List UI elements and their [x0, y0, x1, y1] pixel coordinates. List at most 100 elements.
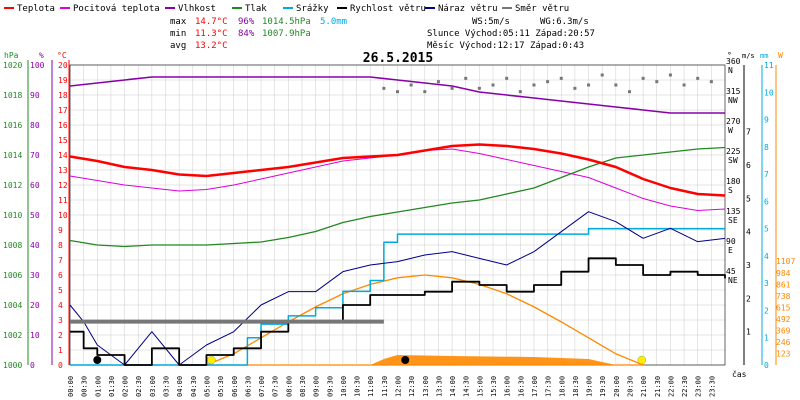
- legend-label: Směr větru: [515, 4, 569, 14]
- wind-dir-point: [587, 83, 591, 87]
- x-tick-label: 05:00: [203, 376, 211, 397]
- dir-tick-label: 45: [726, 267, 736, 276]
- legend-label: Teplota: [17, 4, 55, 14]
- legend-label: Srážky: [296, 4, 329, 14]
- moon-times: Měsíc Východ:12:17 Západ:0:43: [427, 41, 584, 51]
- wm2-tick-label: 123: [776, 349, 791, 358]
- max-rain: 5.0mm: [320, 17, 347, 27]
- max-label: max: [170, 17, 187, 27]
- wind-dir-point: [518, 90, 522, 94]
- x-tick-label: 11:00: [367, 376, 375, 397]
- series-gust: [69, 211, 726, 366]
- dir-tick-label: 225: [726, 147, 741, 156]
- dir-tick-name: W: [728, 126, 733, 135]
- x-tick-label: 09:30: [326, 376, 334, 397]
- wm2-tick-label: 984: [776, 269, 791, 278]
- mm-tick-label: 4: [764, 252, 769, 261]
- avg-temp: 13.2°C: [195, 41, 228, 51]
- dir-tick-label: 315: [726, 87, 741, 96]
- mm-tick-label: 7: [764, 170, 769, 179]
- x-tick-label: 22:30: [681, 376, 689, 397]
- pct-tick-label: 20: [30, 301, 40, 310]
- x-tick-label: 10:00: [340, 376, 348, 397]
- x-tick-label: 18:00: [558, 376, 566, 397]
- x-tick-label: 15:30: [490, 376, 498, 397]
- wind-dir-point: [682, 83, 686, 87]
- hpa-tick-label: 1006: [3, 271, 22, 280]
- x-tick-label: 20:30: [626, 376, 634, 397]
- hpa-axis-unit: hPa: [4, 51, 19, 60]
- mm-tick-label: 3: [764, 279, 769, 288]
- sun-marker: [637, 355, 647, 365]
- hpa-tick-label: 1000: [3, 361, 22, 370]
- x-tick-label: 21:30: [654, 376, 662, 397]
- x-tick-label: 15:00: [476, 376, 484, 397]
- wind-dir-point: [382, 86, 386, 90]
- dir-tick-name: SE: [728, 216, 738, 225]
- wind-dir-point: [409, 83, 413, 87]
- temp-tick-label: 19: [58, 76, 68, 85]
- temp-tick-label: 18: [58, 91, 68, 100]
- x-tick-label: 11:30: [381, 376, 389, 397]
- temp-tick-label: 13: [58, 166, 68, 175]
- x-tick-label: 08:00: [285, 376, 293, 397]
- sun-times: Slunce Východ:05:11 Západ:20:57: [427, 29, 595, 39]
- hpa-tick-label: 1002: [3, 331, 22, 340]
- temp-tick-label: 15: [58, 136, 68, 145]
- wind-dir-point: [436, 80, 440, 84]
- wind-dir-point: [600, 73, 604, 77]
- x-tick-label: 00:00: [67, 376, 75, 397]
- mm-tick-label: 5: [764, 225, 769, 234]
- x-tick-label: 20:00: [613, 376, 621, 397]
- x-tick-label: 02:30: [135, 376, 143, 397]
- x-tick-label: 14:00: [449, 376, 457, 397]
- x-axis-label: čas: [732, 369, 747, 379]
- wm2-tick-label: 861: [776, 280, 791, 289]
- x-tick-label: 01:30: [108, 376, 116, 397]
- series-temperature: [69, 143, 726, 197]
- x-tick-label: 21:00: [640, 376, 648, 397]
- dir-tick-label: 360: [726, 57, 741, 66]
- temp-tick-label: 0: [58, 361, 63, 370]
- mm-tick-label: 1: [764, 334, 769, 343]
- wind-dir-point: [614, 83, 618, 87]
- x-tick-label: 05:30: [217, 376, 225, 397]
- wm2-axis-unit: W: [778, 51, 783, 60]
- temp-tick-label: 5: [58, 286, 63, 295]
- sun-marker: [207, 355, 216, 365]
- ms-tick-label: 2: [746, 294, 751, 303]
- x-tick-label: 00:30: [81, 376, 89, 397]
- ms-tick-label: 3: [746, 261, 751, 270]
- dir-tick-label: 90: [726, 237, 736, 246]
- dir-tick-name: S: [728, 186, 733, 195]
- x-tick-label: 03:30: [163, 376, 171, 397]
- mm-axis-unit: mm: [760, 52, 768, 60]
- temp-tick-label: 10: [58, 211, 68, 220]
- dir-tick-name: NW: [728, 96, 738, 105]
- legend-label: Tlak: [245, 4, 267, 14]
- x-tick-label: 19:00: [586, 376, 594, 397]
- mm-tick-label: 8: [764, 143, 769, 152]
- wind-dir-point: [668, 73, 672, 77]
- x-tick-label: 12:00: [395, 376, 403, 397]
- x-tick-label: 17:30: [545, 376, 553, 397]
- moon-marker: [93, 356, 102, 364]
- dir-tick-name: SW: [728, 156, 738, 165]
- x-tick-label: 17:00: [531, 376, 539, 397]
- x-tick-label: 09:00: [313, 376, 321, 397]
- pct-tick-label: 30: [30, 271, 40, 280]
- x-tick-label: 13:30: [435, 376, 443, 397]
- pct-tick-label: 60: [30, 181, 40, 190]
- wind-speed-stat: WS:5m/s: [472, 17, 510, 27]
- x-tick-label: 07:00: [258, 376, 266, 397]
- x-tick-label: 19:30: [599, 376, 607, 397]
- wm2-tick-label: 492: [776, 315, 791, 324]
- legend: Teplota Pocitová teplota Vlhkost Tlak Srážky…: [4, 4, 569, 14]
- dir-tick-label: 135: [726, 207, 741, 216]
- min-press: 1007.9hPa: [262, 29, 311, 39]
- x-tick-label: 10:30: [354, 376, 362, 397]
- x-tick-label: 02:00: [122, 376, 130, 397]
- wind-dir-point: [505, 76, 509, 80]
- wind-dir-point: [464, 76, 468, 80]
